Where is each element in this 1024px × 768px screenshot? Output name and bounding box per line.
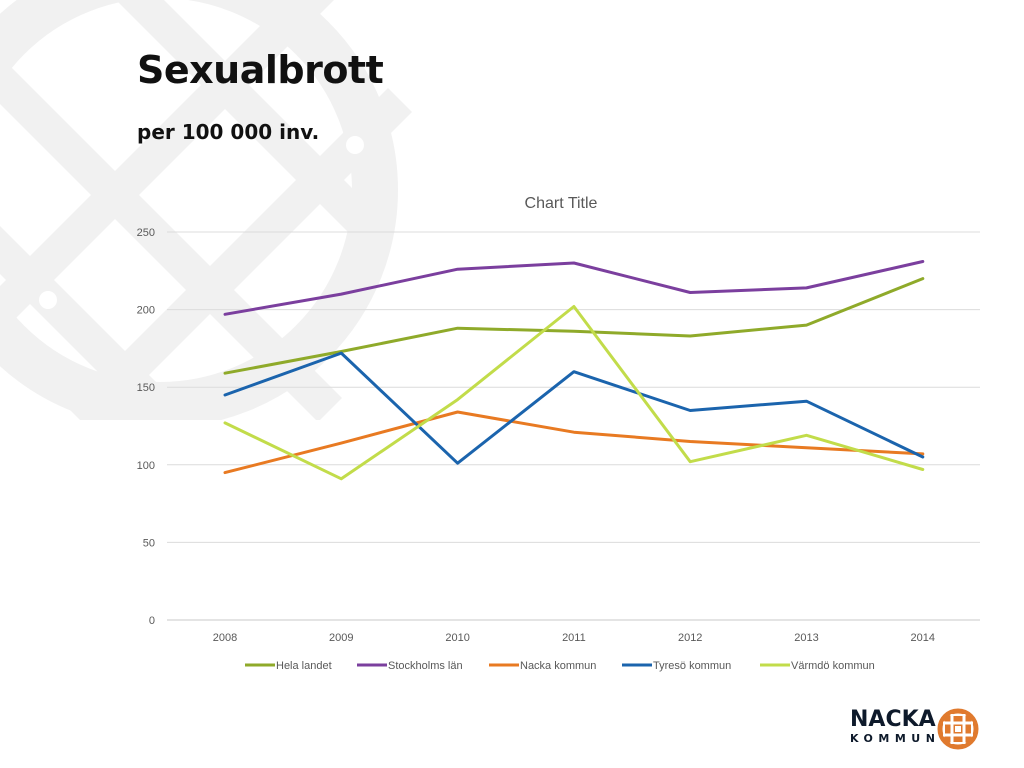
logo-emblem-icon [937, 708, 979, 750]
legend-item: Nacka kommun [489, 660, 596, 672]
slide-title: Sexualbrott [137, 48, 384, 92]
legend-item: Värmdö kommun [760, 660, 875, 672]
series-line [223, 260, 925, 316]
x-tick-label: 2012 [678, 632, 702, 644]
y-tick-label: 50 [143, 537, 155, 549]
series-line [223, 410, 925, 475]
legend-label: Nacka kommun [520, 660, 596, 672]
x-tick-label: 2010 [445, 632, 469, 644]
series-line [223, 351, 925, 465]
slide-subtitle: per 100 000 inv. [137, 120, 320, 144]
legend-item: Tyresö kommun [622, 660, 731, 672]
nacka-kommun-logo: NACKA KOMMUN [846, 705, 981, 753]
x-tick-label: 2008 [213, 632, 237, 644]
logo-text-line2: KOMMUN [850, 732, 941, 745]
y-tick-label: 200 [137, 305, 155, 317]
legend-label: Tyresö kommun [653, 660, 731, 672]
y-tick-label: 250 [137, 227, 155, 239]
chart-title: Chart Title [525, 195, 598, 212]
legend-label: Hela landet [276, 660, 332, 672]
emblem-watermark [0, 0, 413, 420]
series-line [223, 305, 925, 481]
legend-item: Stockholms län [357, 660, 463, 672]
legend-item: Hela landet [245, 660, 332, 672]
x-tick-label: 2014 [911, 632, 935, 644]
logo-text-line1: NACKA [850, 707, 936, 732]
legend-label: Värmdö kommun [791, 660, 875, 672]
x-tick-label: 2013 [794, 632, 818, 644]
x-tick-label: 2011 [562, 632, 586, 644]
legend-label: Stockholms län [388, 660, 463, 672]
x-tick-label: 2009 [329, 632, 353, 644]
y-tick-label: 0 [149, 615, 155, 627]
y-tick-label: 150 [137, 382, 155, 394]
series-line [223, 277, 925, 375]
y-tick-label: 100 [137, 460, 155, 472]
